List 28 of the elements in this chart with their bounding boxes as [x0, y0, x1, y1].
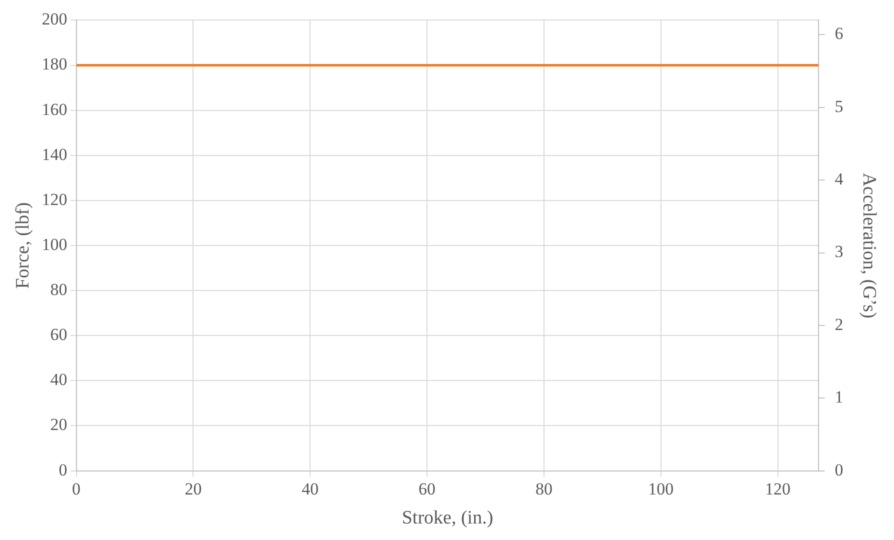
- y2-tick-label: 5: [834, 96, 844, 116]
- x-tick-label: 0: [72, 479, 81, 498]
- y2-tick-label: 4: [834, 170, 844, 189]
- y2-tick-label: 1: [834, 388, 844, 407]
- y-tick-label: 40: [50, 370, 68, 390]
- y2-tick-label: 6: [834, 24, 844, 44]
- x-tick-label: 80: [535, 479, 552, 498]
- y-tick-label: 180: [42, 54, 68, 74]
- y-tick-label: 140: [42, 144, 68, 164]
- y-tick-label: 120: [42, 190, 68, 209]
- x-tick-label: 60: [418, 479, 436, 498]
- x-axis-title: Stroke, (in.): [402, 508, 494, 529]
- x-tick-label: 20: [184, 479, 202, 498]
- y2-tick-label: 2: [834, 314, 844, 334]
- y2-axis-title: Acceleration, (G’s): [858, 172, 880, 318]
- y-tick-label: 80: [50, 280, 68, 300]
- y-tick-label: 60: [50, 325, 68, 344]
- y-tick-label: 200: [42, 10, 68, 29]
- y2-tick-label: 0: [834, 460, 844, 480]
- y-tick-label: 160: [42, 100, 68, 119]
- x-tick-label: 40: [302, 479, 319, 498]
- y-axis-title: Force, (lbf): [12, 202, 34, 289]
- y-tick-label: 0: [58, 460, 68, 480]
- y2-tick-label: 3: [834, 242, 844, 262]
- x-tick-label: 100: [648, 479, 674, 498]
- y-tick-label: 100: [42, 234, 68, 254]
- x-tick-label: 120: [765, 479, 791, 498]
- y-tick-label: 20: [50, 415, 68, 434]
